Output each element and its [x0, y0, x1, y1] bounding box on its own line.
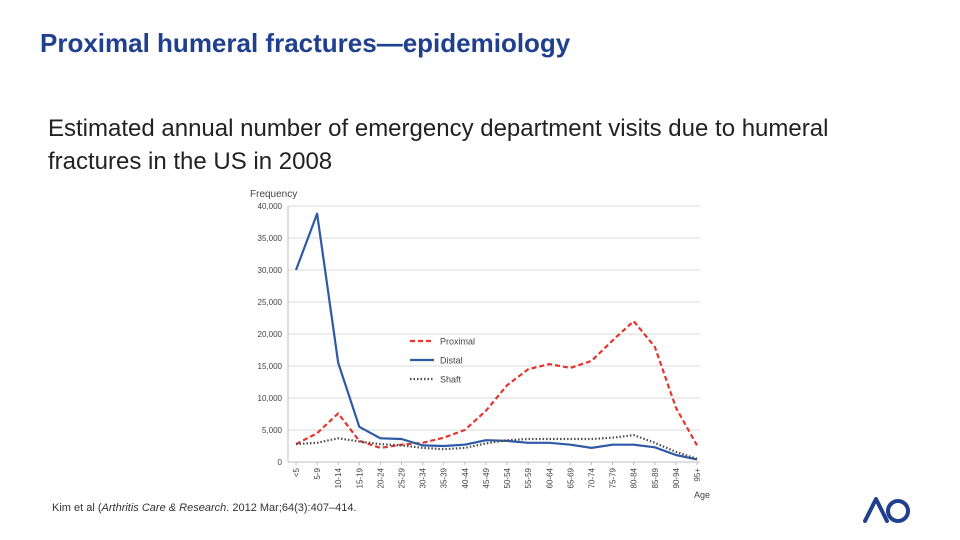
y-tick-label: 25,000: [258, 298, 283, 307]
x-tick-label: 45-49: [482, 467, 491, 488]
legend-label-proximal: Proximal: [440, 337, 475, 347]
citation-prefix: Kim et al (: [52, 502, 102, 514]
logo-a-shape: [863, 497, 889, 523]
x-tick-label: 50-54: [503, 467, 512, 488]
x-tick-label: 35-39: [440, 467, 449, 488]
x-tick-label: 85-89: [651, 467, 660, 488]
y-tick-label: 15,000: [258, 362, 283, 371]
chart-axes: 0 5,000 10,000 15,000 20,000 25,000 30,000 35,0…: [258, 202, 702, 488]
y-tick-label: 35,000: [258, 234, 283, 243]
chart-grid: [288, 205, 700, 463]
citation: Kim et al (Arthritis Care & Research. 20…: [52, 502, 357, 514]
series-line-shaft: [295, 434, 698, 460]
slide-subtitle: Estimated annual number of emergency dep…: [48, 115, 829, 175]
x-tick-label: 30-34: [419, 467, 428, 488]
x-tick-label: 75-79: [609, 467, 618, 488]
x-tick-label: 10-14: [334, 467, 343, 488]
x-tick-label: 40-44: [461, 467, 470, 488]
x-tick-label: 65-69: [566, 467, 575, 488]
chart-svg: 0 5,000 10,000 15,000 20,000 25,000 30,000 35,0…: [250, 189, 710, 500]
ao-logo: [863, 497, 910, 523]
chart-legend: Proximal Distal Shaft: [410, 337, 475, 385]
x-tick-label: 25-29: [398, 467, 407, 488]
series-line-distal: [294, 212, 698, 461]
line-chart: 0 5,000 10,000 15,000 20,000 25,000 30,000 35,0…: [238, 184, 718, 504]
y-tick-label: 10,000: [258, 394, 283, 403]
x-tick-label: 70-74: [587, 467, 596, 488]
x-axis-label: Age: [694, 490, 710, 500]
x-tick-label: 60-64: [545, 467, 554, 488]
legend-label-shaft: Shaft: [440, 375, 462, 385]
x-tick-label: 20-24: [376, 467, 385, 488]
chart-series: [294, 212, 698, 461]
logo-o-shape: [886, 499, 910, 523]
citation-journal: Arthritis Care & Research: [101, 502, 227, 514]
x-tick-label: 55-59: [524, 467, 533, 488]
x-tick-label: 90-94: [672, 467, 681, 488]
y-axis-label: Frequency: [250, 189, 297, 200]
y-tick-label: 20,000: [258, 330, 283, 339]
slide-title: Proximal humeral fractures—epidemiology: [40, 28, 571, 58]
x-tick-label: 80-84: [630, 467, 639, 488]
series-line-proximal: [295, 320, 698, 449]
legend-label-distal: Distal: [440, 356, 463, 366]
x-tick-label: 15-19: [355, 467, 364, 488]
y-tick-label: 5,000: [262, 426, 283, 435]
citation-suffix: . 2012 Mar;64(3):407–414.: [226, 502, 357, 514]
y-tick-label: 40,000: [258, 202, 283, 211]
y-tick-label: 0: [278, 458, 283, 467]
x-tick-label: 5-9: [313, 467, 322, 479]
x-tick-label: 95+: [693, 468, 702, 482]
x-tick-label: <5: [292, 467, 301, 477]
y-tick-label: 30,000: [258, 266, 283, 275]
